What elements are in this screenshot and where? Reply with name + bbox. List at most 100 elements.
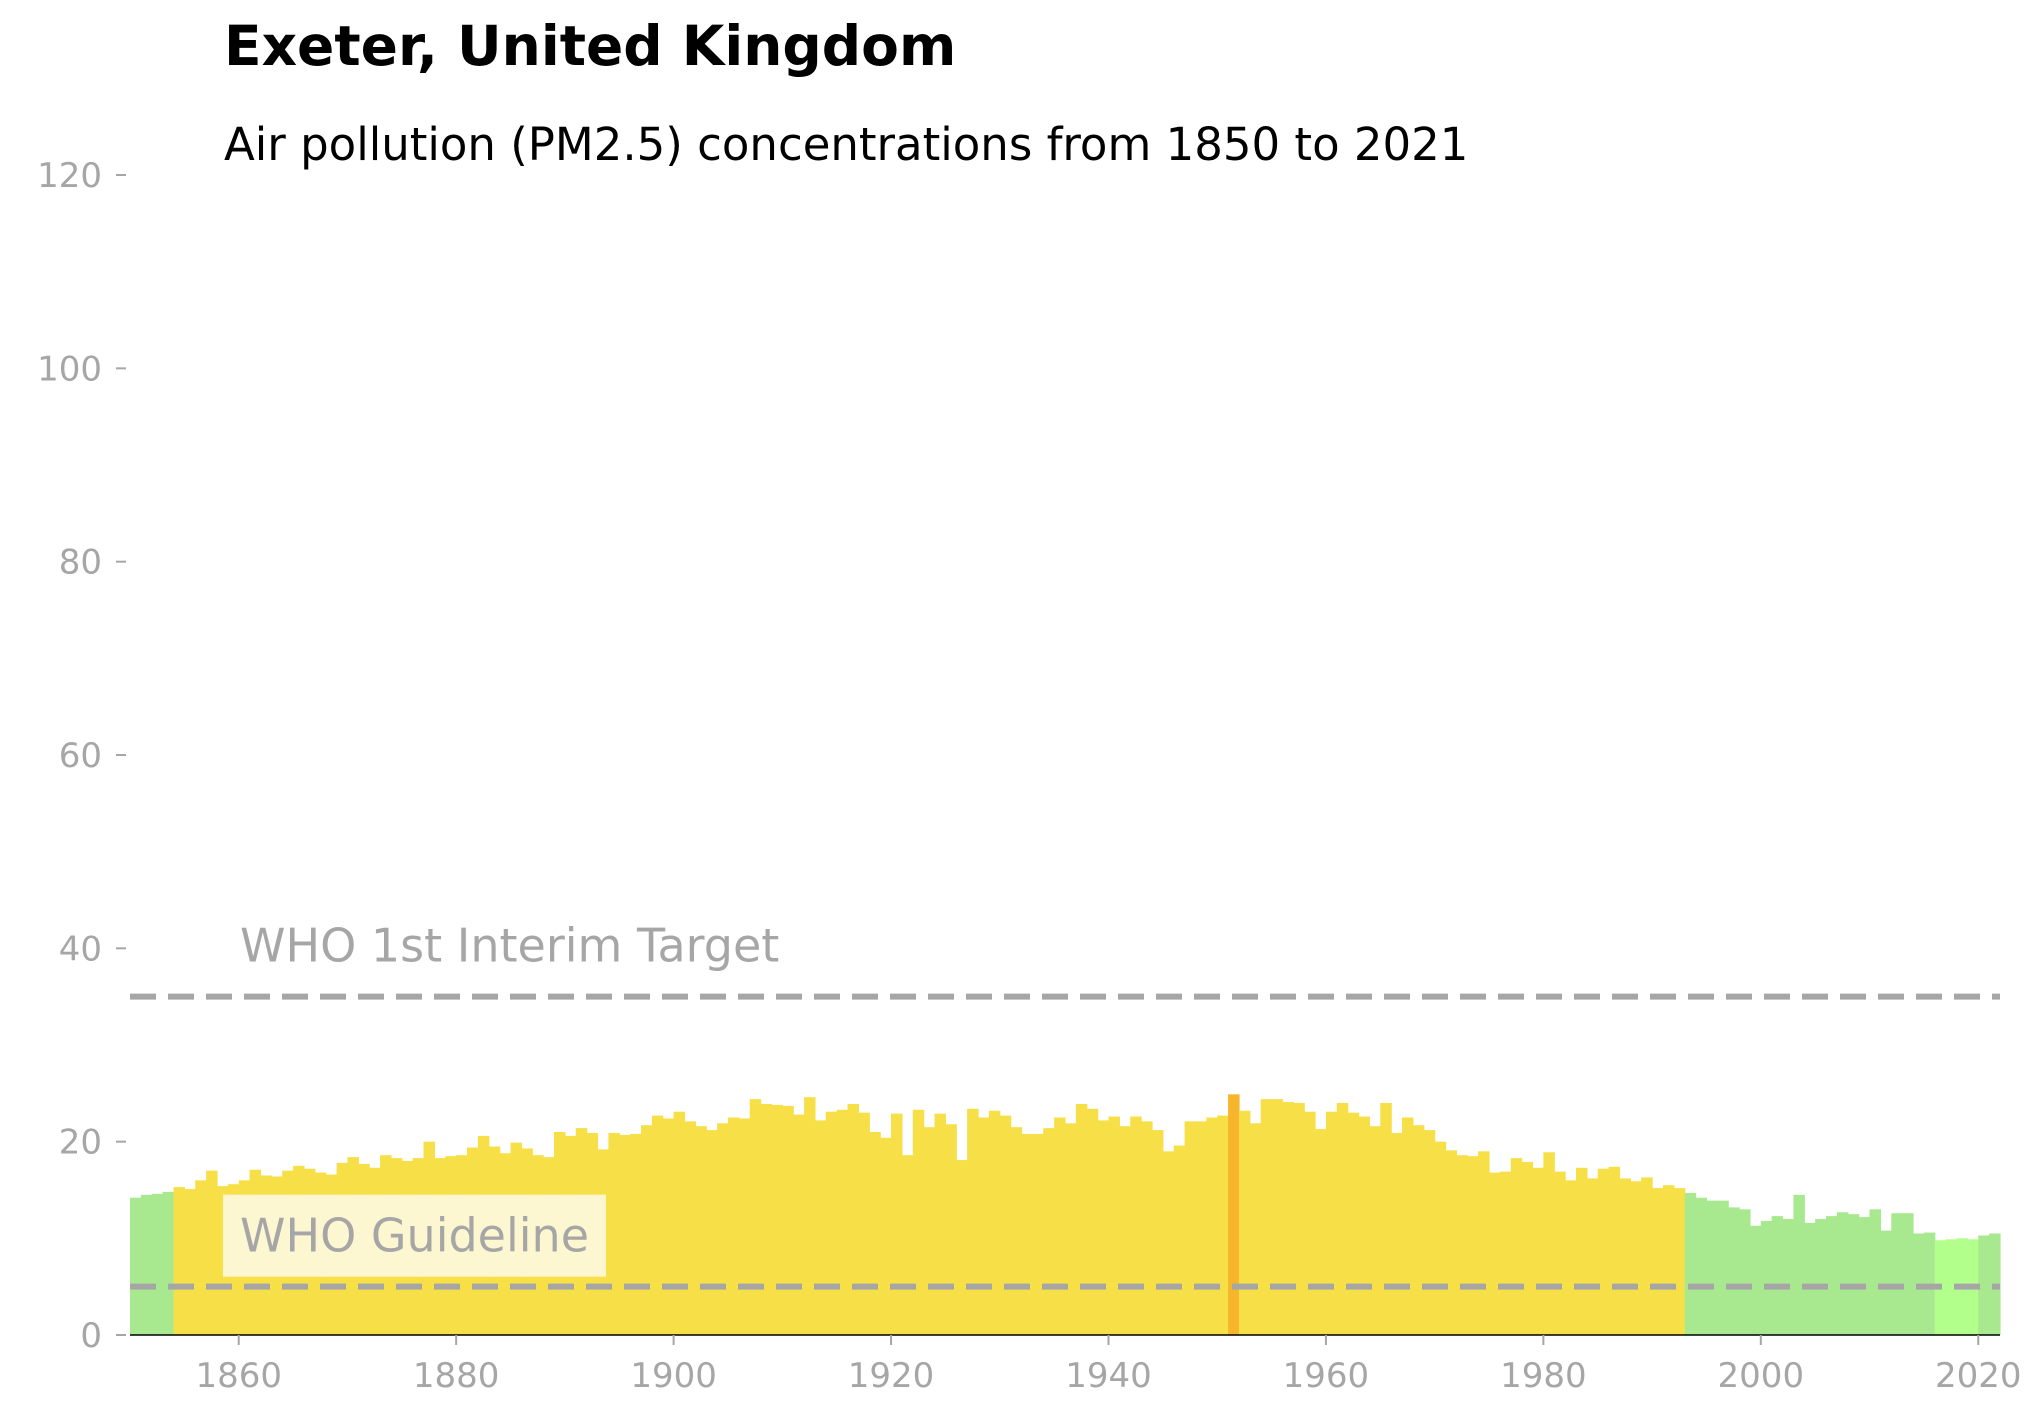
bar-1922 bbox=[912, 1109, 925, 1335]
bar-1948 bbox=[1195, 1121, 1207, 1335]
bar-1897 bbox=[640, 1125, 653, 1335]
bar-1906 bbox=[738, 1118, 751, 1335]
x-tick-label-1980: 1980 bbox=[1500, 1356, 1587, 1396]
bar-1976 bbox=[1499, 1171, 1512, 1335]
bar-1980 bbox=[1543, 1152, 1555, 1335]
bar-1900 bbox=[673, 1111, 686, 1335]
bar-1969 bbox=[1423, 1130, 1436, 1335]
bar-1926 bbox=[956, 1160, 968, 1335]
bar-1996 bbox=[1717, 1200, 1729, 1335]
bar-1965 bbox=[1380, 1103, 1392, 1335]
bar-1983 bbox=[1575, 1167, 1588, 1335]
bar-2001 bbox=[1771, 1216, 1784, 1335]
bar-1940 bbox=[1108, 1116, 1120, 1335]
bar-1963 bbox=[1358, 1116, 1371, 1335]
bar-1967 bbox=[1402, 1117, 1414, 1335]
bar-1857 bbox=[206, 1170, 218, 1335]
bar-1961 bbox=[1336, 1103, 1349, 1335]
chart-subtitle: Air pollution (PM2.5) concentrations fro… bbox=[224, 118, 1469, 171]
bar-1931 bbox=[1010, 1127, 1023, 1335]
bar-1982 bbox=[1565, 1180, 1577, 1335]
bar-1937 bbox=[1075, 1103, 1088, 1335]
bar-1999 bbox=[1749, 1225, 1762, 1335]
x-tick-label-1920: 1920 bbox=[848, 1356, 935, 1396]
bar-1990 bbox=[1652, 1188, 1664, 1335]
x-tick-label-2000: 2000 bbox=[1718, 1356, 1805, 1396]
bar-2000 bbox=[1760, 1220, 1773, 1335]
bar-1978 bbox=[1521, 1161, 1534, 1335]
bar-1934 bbox=[1043, 1128, 1055, 1335]
bar-1959 bbox=[1315, 1129, 1327, 1335]
bar-1902 bbox=[695, 1126, 707, 1335]
bar-1915 bbox=[836, 1109, 849, 1335]
bar-1966 bbox=[1391, 1132, 1403, 1335]
bar-1920 bbox=[891, 1113, 903, 1335]
bar-1917 bbox=[858, 1112, 870, 1335]
bar-1852 bbox=[151, 1193, 164, 1335]
axes: 0 20 40 60 80 100 120 1860 1880 1900 1920 1940 1960 1… bbox=[37, 156, 2021, 1396]
bar-2002 bbox=[1782, 1219, 1795, 1335]
bar-1952 bbox=[1238, 1110, 1251, 1335]
bar-1949 bbox=[1206, 1117, 1218, 1335]
bar-1971 bbox=[1445, 1150, 1457, 1335]
bar-1914 bbox=[825, 1111, 838, 1335]
bar-1851 bbox=[140, 1194, 153, 1335]
bar-2004 bbox=[1804, 1222, 1816, 1335]
x-tick-label-1860: 1860 bbox=[195, 1356, 282, 1396]
bar-2003 bbox=[1793, 1194, 1805, 1335]
y-tick-label-60: 60 bbox=[59, 736, 102, 776]
bar-1905 bbox=[727, 1117, 740, 1335]
reference-label-bg-1 bbox=[223, 1194, 606, 1277]
bar-1918 bbox=[869, 1132, 881, 1335]
bar-1947 bbox=[1184, 1121, 1197, 1335]
bar-1896 bbox=[630, 1133, 642, 1335]
bar-1989 bbox=[1641, 1177, 1653, 1335]
bar-1986 bbox=[1608, 1166, 1621, 1335]
y-tick-label-40: 40 bbox=[59, 929, 102, 969]
x-tick-label-1960: 1960 bbox=[1283, 1356, 1370, 1396]
bar-1984 bbox=[1586, 1178, 1599, 1335]
bar-2020 bbox=[1978, 1235, 1990, 1335]
bar-1993 bbox=[1684, 1192, 1697, 1335]
bar-1899 bbox=[662, 1118, 675, 1335]
bar-1925 bbox=[945, 1124, 957, 1335]
bar-1854 bbox=[173, 1187, 185, 1335]
bar-1910 bbox=[782, 1105, 794, 1335]
bar-1964 bbox=[1369, 1126, 1381, 1335]
bar-1909 bbox=[771, 1104, 783, 1335]
bar-1962 bbox=[1347, 1112, 1360, 1335]
y-tick-label-80: 80 bbox=[59, 543, 102, 583]
bar-1956 bbox=[1282, 1102, 1294, 1335]
bar-1850 bbox=[130, 1197, 142, 1335]
bar-1974 bbox=[1478, 1151, 1490, 1335]
bar-2008 bbox=[1847, 1214, 1860, 1335]
bar-2005 bbox=[1815, 1219, 1827, 1335]
y-tick-label-20: 20 bbox=[59, 1123, 102, 1163]
bar-2012 bbox=[1891, 1213, 1903, 1335]
bar-2006 bbox=[1826, 1216, 1838, 1335]
bar-1933 bbox=[1032, 1133, 1044, 1335]
bar-1901 bbox=[684, 1121, 696, 1335]
bar-1898 bbox=[651, 1115, 664, 1335]
bar-1972 bbox=[1456, 1155, 1468, 1335]
bar-1936 bbox=[1065, 1123, 1077, 1335]
bar-1895 bbox=[619, 1134, 631, 1335]
reference-label-bg-0 bbox=[223, 904, 797, 987]
bar-1960 bbox=[1325, 1111, 1338, 1335]
bar-1894 bbox=[608, 1132, 620, 1335]
bar-1912 bbox=[804, 1097, 816, 1335]
reference-lines: WHO 1st Interim Target WHO Guideline bbox=[130, 904, 2000, 1290]
bar-1968 bbox=[1412, 1125, 1425, 1335]
bar-1944 bbox=[1151, 1130, 1164, 1335]
bar-2009 bbox=[1858, 1217, 1871, 1335]
bar-1942 bbox=[1130, 1116, 1142, 1335]
bar-1856 bbox=[195, 1180, 207, 1335]
bar-1928 bbox=[978, 1117, 990, 1335]
bar-1981 bbox=[1554, 1171, 1566, 1335]
bar-1997 bbox=[1728, 1207, 1740, 1335]
reference-label-1: WHO Guideline bbox=[240, 1209, 589, 1263]
bar-2010 bbox=[1869, 1209, 1882, 1335]
bar-1903 bbox=[706, 1130, 718, 1335]
bar-1975 bbox=[1489, 1172, 1501, 1335]
bar-1988 bbox=[1630, 1181, 1642, 1335]
